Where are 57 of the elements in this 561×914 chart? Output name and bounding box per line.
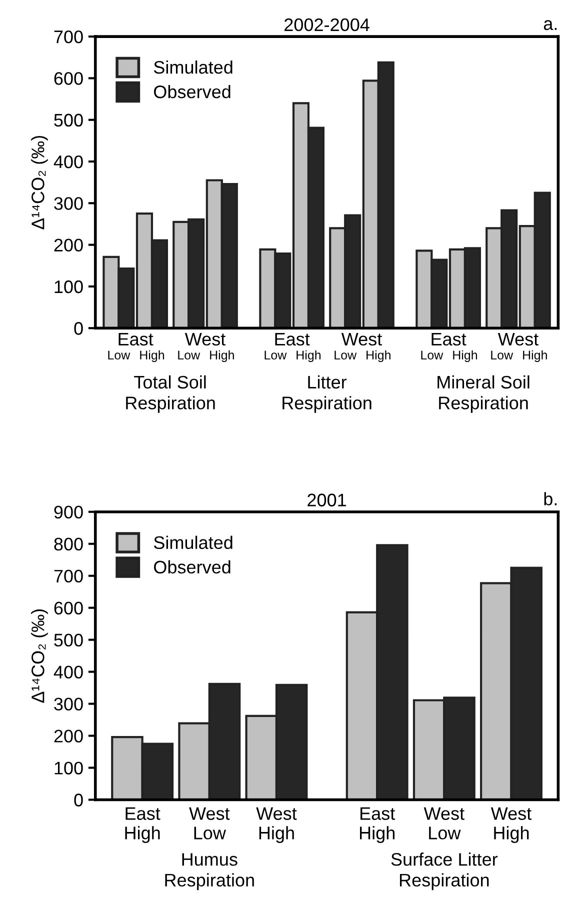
chart-title: 2001: [308, 494, 346, 506]
x-tick-label: West High: [256, 807, 297, 843]
x-tick-label: High: [453, 350, 478, 362]
legend-label: Simulated: [154, 60, 232, 74]
x-tick-label: West High: [490, 807, 532, 843]
y-tick-label: 600: [54, 602, 83, 615]
text: Total Soil Respiration: [126, 375, 215, 413]
y-axis-title: Δ¹⁴CO₂ (‰): [31, 136, 48, 230]
y-tick-label: 200: [54, 730, 83, 742]
y-tick-label: 500: [54, 634, 83, 647]
text: East: [118, 332, 154, 346]
y-tick-label: 100: [54, 280, 83, 294]
x-tick-label: Low: [334, 350, 357, 360]
x-tick-label: West Low: [424, 807, 464, 840]
text: East: [432, 332, 466, 346]
y-tick-label: 300: [54, 698, 83, 710]
y-tick-label: 400: [54, 666, 83, 679]
y-tick-label: 700: [54, 570, 83, 583]
text: b.: [544, 492, 557, 506]
text: West: [498, 332, 539, 346]
x-tick-label: Low: [491, 350, 514, 360]
x-tick-label: Low: [421, 350, 444, 360]
y-tick-label: 700: [54, 30, 83, 44]
text: a.: [544, 20, 557, 30]
y-tick-label: 300: [54, 197, 83, 210]
y-tick-label: 400: [54, 155, 83, 168]
y-tick-label: 0: [74, 322, 83, 335]
legend-label: Observed: [154, 85, 230, 98]
x-tick-label: West Low: [189, 807, 230, 840]
x-tick-label: Low: [264, 350, 287, 360]
x-tick-label: Low: [178, 350, 200, 360]
text: East: [275, 332, 310, 346]
chart-title: 2002-2004: [284, 18, 370, 32]
text: Mineral Soil Respiration: [438, 375, 530, 413]
x-tick-label: East High: [360, 807, 396, 843]
y-tick-label: 100: [54, 762, 83, 774]
y-tick-label: 800: [54, 538, 83, 551]
x-tick-label: High: [140, 350, 164, 362]
text: West: [341, 332, 382, 346]
x-tick-label: East High: [125, 807, 160, 843]
y-tick-label: 500: [54, 114, 83, 127]
x-tick-label: High: [296, 350, 321, 362]
x-tick-label: High: [210, 350, 234, 362]
text: West: [184, 332, 226, 346]
y-tick-label: 600: [54, 72, 83, 85]
legend-label: Observed: [154, 560, 230, 574]
x-tick-label: High: [366, 350, 390, 362]
y-tick-label: 200: [54, 238, 83, 252]
x-tick-label: High: [523, 350, 547, 362]
text: Humus Respiration: [165, 853, 254, 890]
text: Surface Litter Respiration: [391, 852, 498, 890]
text: Litter Respiration: [282, 375, 372, 413]
y-tick-label: 900: [54, 506, 83, 519]
legend-label: Simulated: [154, 536, 232, 550]
y-tick-label: 0: [74, 794, 83, 806]
x-tick-label: Low: [108, 350, 130, 360]
y-axis-title: Δ¹⁴CO₂ (‰): [31, 609, 48, 703]
